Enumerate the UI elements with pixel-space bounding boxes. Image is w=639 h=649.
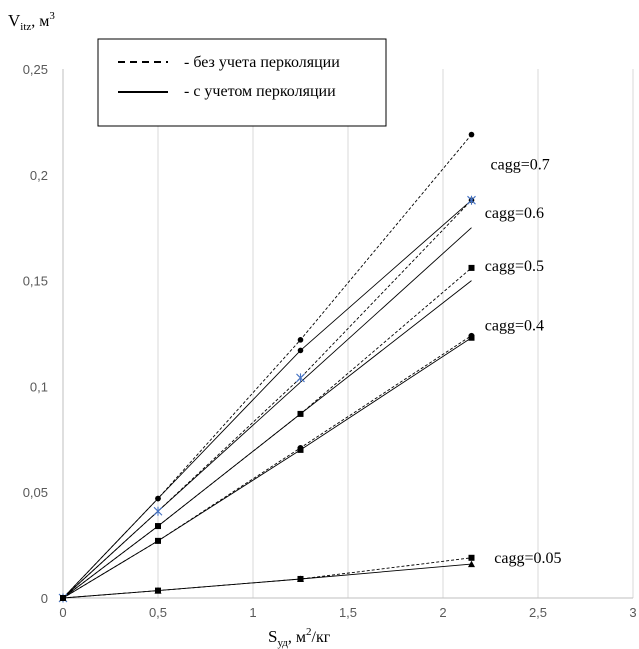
data-point-cagg-0.4 [297,446,304,453]
series-line-cagg-0.5-solid [62,280,472,599]
data-point-cagg-0.5 [155,523,161,530]
data-point-cagg-0.5 [297,410,304,417]
annotation-cagg: cagg=0.4 [485,317,544,334]
series-line-cagg-0.7-dashed [62,134,472,599]
annotation-cagg: cagg=0.5 [485,258,544,275]
y-tick-label: 0,05 [23,485,48,500]
data-point-cagg-0.05 [297,575,304,582]
axes: 0 0,5 1 1,5 2 2,5 3 0 0,05 0,1 0,15 0,2 0,25 [23,62,637,620]
x-tick-label: 0,5 [149,605,167,620]
x-tick-label: 1,5 [339,605,357,620]
data-point-cagg-0.7 [155,495,161,502]
series-line-cagg-0.7-solid [62,199,472,599]
x-axis-label: Sуд, м2/кг [268,626,331,649]
legend-entry-dashed: - без учета перколяции [184,54,340,71]
data-point-cagg-0.4 [468,334,475,341]
data-point-cagg-0.05 [468,560,475,568]
data-point-cagg-0.7 [468,131,475,138]
annotation-cagg: cagg=0.7 [491,157,550,174]
series-line-cagg-0.6-dashed [62,199,472,599]
y-tick-label: 0 [41,591,48,606]
series-line-cagg-0.05-solid [62,563,472,599]
grid [157,69,634,598]
legend-entry-solid: - с учетом перколяции [184,83,336,100]
data-point-cagg-0.6 [467,195,476,205]
series-layer [62,134,472,599]
data-point-cagg-0.05 [154,587,162,594]
data-point-cagg-0.6 [153,506,163,516]
series-line-cagg-0.4-solid [62,337,472,599]
y-tick-label: 0,2 [30,168,48,183]
data-point-cagg-0.4 [155,537,161,544]
series-line-cagg-0.5-dashed [62,267,472,599]
data-point-cagg-0.05 [59,594,67,601]
x-tick-label: 0 [59,605,66,620]
data-point-cagg-0.7 [297,347,304,354]
y-tick-label: 0,15 [23,274,48,289]
data-point-cagg-0.6 [296,373,305,383]
series-line-cagg-0.4-dashed [62,335,472,599]
data-point-cagg-0.05 [468,554,475,561]
annotation-cagg: cagg=0.05 [494,550,561,567]
annotation-cagg: cagg=0.6 [485,205,544,222]
x-tick-label: 2 [439,605,446,620]
annotation-layer: cagg=0.7 cagg=0.6 cagg=0.5 cagg=0.4 cagg=0.0… [485,157,562,568]
legend: - без учета перколяции - с учетом перкол… [97,38,387,127]
series-line-cagg-0.6-solid [62,227,472,599]
legend-box [97,38,387,127]
y-tick-label: 0,25 [23,62,48,77]
marker-layer [58,131,476,603]
data-point-cagg-0.7 [297,337,304,343]
y-axis-label: Vitz, м3 [8,10,55,33]
data-point-cagg-0.5 [468,264,475,271]
y-tick-label: 0,1 [30,379,48,394]
x-tick-label: 3 [629,605,636,620]
x-tick-label: 2,5 [529,605,547,620]
series-line-cagg-0.05-dashed [62,557,472,599]
x-tick-label: 1 [249,605,256,620]
